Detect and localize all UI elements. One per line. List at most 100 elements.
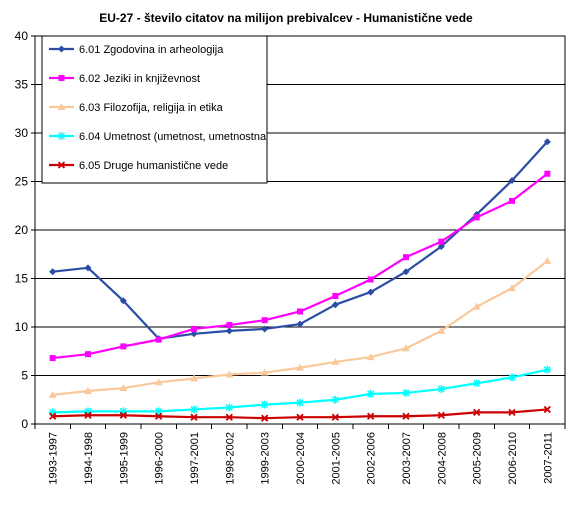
y-tick-label: 30 [15, 126, 29, 140]
data-point [48, 390, 57, 398]
data-point [225, 370, 234, 378]
data-point [119, 297, 127, 305]
data-point [225, 327, 233, 335]
series-lines [48, 138, 552, 422]
data-point [473, 408, 481, 416]
data-point [226, 322, 233, 329]
x-tick-label: 2000-2004 [295, 432, 307, 485]
legend-item: 6.01 Zgodovina in arheologija [49, 44, 224, 56]
series-4 [48, 365, 552, 417]
data-point [119, 407, 128, 416]
data-point [543, 138, 551, 146]
data-point [154, 407, 163, 416]
data-point [85, 351, 91, 358]
data-point [119, 384, 128, 392]
data-point [49, 355, 56, 362]
x-tick-label: 1998-2002 [224, 432, 236, 485]
plot-area-border [34, 35, 566, 425]
legend-label: 6.04 Umetnost (umetnost, umetnostna [79, 131, 267, 143]
y-tick-label: 20 [15, 223, 29, 237]
x-tick-label: 1993-1997 [48, 432, 60, 485]
data-point [49, 268, 57, 276]
data-point [84, 264, 92, 272]
data-point [367, 288, 375, 296]
data-point [331, 301, 339, 309]
data-point [403, 254, 409, 261]
data-point [296, 320, 304, 328]
data-point [367, 412, 375, 420]
legend-item: 6.02 Jeziki in književnost [49, 73, 200, 85]
y-tick-label: 35 [15, 78, 29, 92]
data-point [260, 368, 269, 376]
data-point [57, 161, 66, 169]
data-point [190, 405, 198, 414]
data-point [402, 412, 410, 420]
data-point [508, 408, 516, 416]
series-3 [48, 257, 552, 398]
legend-item: 6.05 Druge humanistične vede [49, 160, 228, 172]
data-point [437, 242, 445, 250]
data-point [508, 373, 516, 382]
data-point [402, 268, 410, 276]
data-point [261, 414, 269, 422]
x-tick-label: 2002-2006 [366, 432, 378, 485]
legend-label: 6.05 Druge humanistične vede [79, 160, 228, 172]
legend-label: 6.03 Filozofija, religija in etika [79, 102, 224, 114]
series-line [52, 172, 549, 360]
legend: 6.01 Zgodovina in arheologija 6.02 Jeziki… [41, 35, 268, 184]
data-point [190, 413, 198, 421]
data-point [296, 363, 304, 371]
data-point [543, 365, 552, 374]
data-point [508, 177, 516, 185]
series-line [52, 260, 549, 396]
data-point [120, 343, 127, 350]
data-point [225, 413, 233, 421]
data-point [58, 45, 65, 53]
data-point [332, 292, 339, 299]
data-point [261, 325, 269, 333]
y-tick-label: 0 [21, 417, 28, 431]
data-point [437, 411, 445, 419]
data-point [367, 276, 374, 283]
x-tick-label: 2005-2009 [472, 432, 484, 485]
x-tick-label: 1994-1998 [83, 432, 95, 485]
data-point [84, 407, 92, 416]
chart-title: EU-27 - število citatov na milijon prebi… [99, 11, 473, 25]
data-point [260, 400, 269, 409]
legend-box [41, 35, 268, 184]
data-point [544, 170, 551, 177]
data-point [48, 408, 57, 417]
data-point [191, 325, 197, 332]
data-point [49, 412, 57, 420]
data-point [225, 403, 234, 412]
data-point [543, 405, 551, 414]
data-point [437, 385, 446, 394]
legend-label: 6.02 Jeziki in književnost [79, 73, 200, 85]
data-point [473, 214, 480, 221]
data-point [331, 357, 340, 365]
data-point [57, 132, 66, 140]
data-point [155, 336, 162, 343]
data-point [57, 103, 66, 110]
data-point [297, 308, 303, 315]
data-point [84, 411, 92, 419]
x-tick-label: 2006-2010 [507, 432, 519, 485]
x-tick-label: 2003-2007 [401, 432, 413, 485]
y-tick-label: 5 [21, 369, 28, 383]
x-tick-label: 1995-1999 [118, 432, 130, 485]
y-tick-label: 40 [15, 29, 29, 43]
x-tick-label: 1999-2003 [260, 432, 272, 485]
series-5 [49, 405, 551, 422]
x-tick-label: 1997-2001 [189, 432, 201, 485]
data-point [261, 317, 268, 324]
data-point [472, 302, 481, 310]
data-point [438, 238, 445, 245]
data-point [190, 374, 198, 382]
data-point [402, 344, 410, 352]
data-point [119, 411, 127, 419]
data-point [543, 257, 552, 265]
x-tick-label: 2004-2008 [436, 432, 448, 485]
data-point [331, 395, 340, 404]
